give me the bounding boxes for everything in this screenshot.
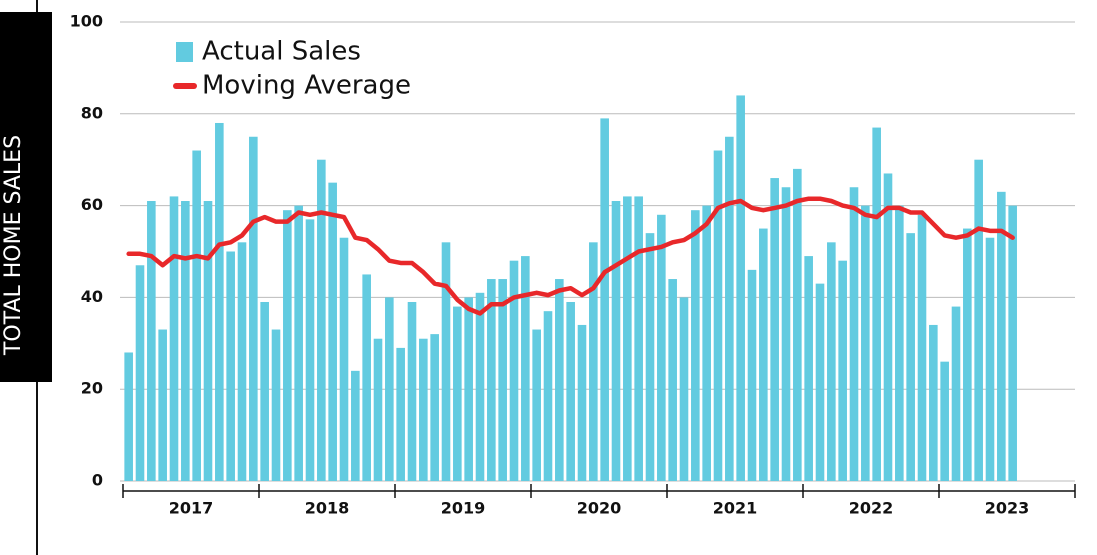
bar	[793, 168, 802, 481]
bar	[1008, 205, 1017, 481]
legend-label: Moving Average	[202, 71, 411, 101]
bar	[135, 265, 145, 481]
bar	[555, 279, 564, 481]
x-tick-label: 2019	[441, 499, 486, 518]
bar	[997, 191, 1006, 481]
bar	[679, 297, 689, 481]
bar	[929, 324, 938, 481]
bar	[804, 256, 813, 481]
legend-label: Actual Sales	[202, 37, 361, 67]
bar	[203, 201, 213, 481]
bar	[781, 187, 791, 482]
bar	[441, 242, 451, 481]
y-tick-label: 0	[92, 471, 103, 490]
bar	[498, 279, 507, 481]
y-tick-label: 20	[81, 379, 103, 398]
y-tick-label: 100	[70, 12, 103, 31]
bar	[237, 242, 247, 481]
bar	[623, 196, 632, 482]
bar	[634, 196, 643, 482]
bar	[917, 214, 927, 481]
bar	[668, 279, 677, 481]
bar	[192, 150, 201, 481]
bar	[589, 242, 598, 481]
bar	[339, 237, 349, 481]
bar	[645, 233, 655, 481]
x-tick-label: 2017	[169, 499, 214, 518]
y-tick-label: 80	[81, 103, 103, 122]
y-label-box	[0, 12, 52, 382]
bar	[305, 219, 315, 481]
bar	[317, 159, 326, 481]
x-tick-label: 2021	[713, 499, 758, 518]
bar	[362, 274, 371, 481]
bar	[226, 251, 235, 481]
legend-swatch	[176, 42, 193, 62]
bar	[895, 205, 904, 481]
bar	[215, 122, 224, 481]
bar	[453, 306, 462, 481]
bar	[985, 237, 995, 481]
bar	[521, 256, 530, 481]
bar	[475, 292, 485, 481]
y-axis-label: TOTAL HOME SALES	[1, 135, 26, 356]
bar	[702, 205, 711, 481]
bar	[147, 201, 156, 481]
bar	[283, 210, 292, 481]
bar	[373, 338, 383, 481]
bar	[181, 201, 190, 481]
bar	[509, 260, 519, 481]
bar	[532, 329, 541, 481]
bar	[124, 352, 133, 481]
bar	[736, 95, 745, 481]
x-tick-label: 2018	[305, 499, 350, 518]
bar	[713, 150, 723, 481]
bar	[747, 269, 757, 481]
bar	[407, 301, 417, 481]
bar	[271, 329, 281, 481]
bar	[951, 306, 961, 481]
bar	[883, 173, 893, 481]
bar	[770, 178, 779, 481]
bar	[759, 228, 768, 481]
bar	[430, 334, 439, 481]
bar	[158, 329, 167, 481]
bar	[169, 196, 179, 482]
bar	[487, 279, 496, 481]
bar	[657, 214, 666, 481]
bar	[600, 118, 609, 481]
bar	[577, 324, 587, 481]
bar	[566, 301, 575, 481]
bar	[396, 347, 405, 481]
bar	[464, 297, 473, 481]
bar	[906, 233, 915, 481]
bar	[827, 242, 836, 481]
x-tick-label: 2023	[985, 499, 1030, 518]
y-tick-label: 40	[81, 287, 103, 306]
bar	[351, 370, 360, 481]
moving-average-line	[126, 196, 1015, 316]
bar	[974, 159, 983, 481]
bar	[849, 187, 859, 482]
bar	[872, 127, 881, 481]
y-tick-label: 60	[81, 195, 103, 214]
bar	[963, 228, 972, 481]
bar	[419, 338, 428, 481]
bar	[385, 297, 394, 481]
bar	[249, 136, 258, 481]
bar	[815, 283, 825, 481]
bar	[328, 182, 337, 481]
bar	[691, 210, 700, 481]
bar	[838, 260, 847, 481]
bar	[294, 205, 303, 481]
bar	[543, 311, 553, 481]
x-tick-label: 2022	[849, 499, 894, 518]
bar	[725, 136, 734, 481]
x-tick-label: 2020	[577, 499, 622, 518]
bar	[861, 205, 870, 481]
bar	[611, 201, 621, 481]
bar	[940, 361, 949, 481]
bar	[260, 301, 269, 481]
